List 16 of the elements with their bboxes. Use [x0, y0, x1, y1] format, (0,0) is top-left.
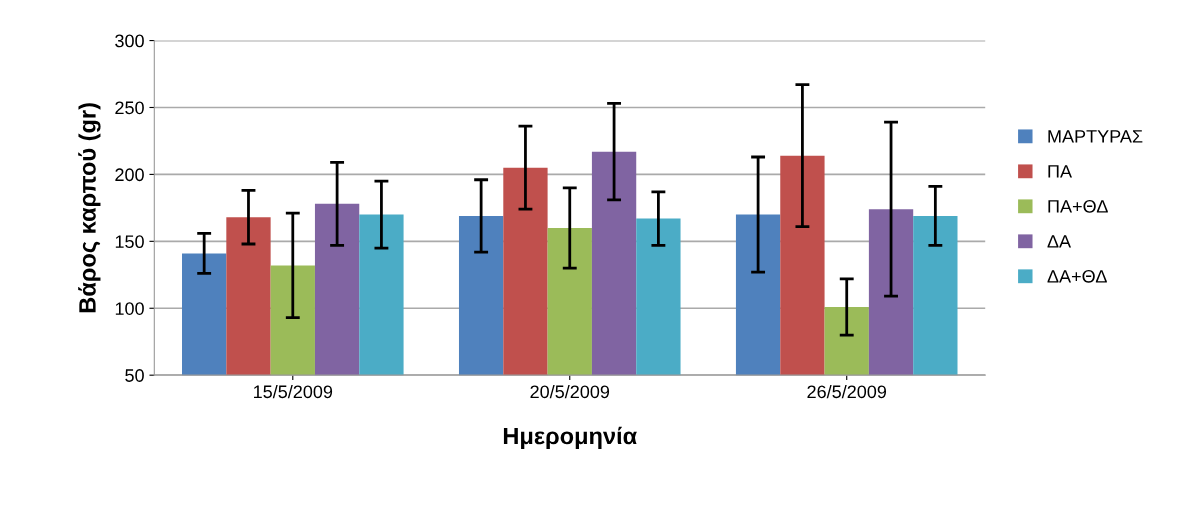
x-axis-title: Ημερομηνία — [503, 426, 637, 450]
legend-label: ΠΑ — [1048, 165, 1073, 178]
legend-label: ΜΑΡΤΥΡΑΣ — [1048, 130, 1143, 143]
x-tick-label: 20/5/2009 — [530, 384, 610, 399]
legend-label: ΔΑ+ΘΔ — [1047, 269, 1107, 283]
legend-label: ΔΑ — [1047, 235, 1072, 248]
legend-label: ΠΑ+ΘΔ — [1048, 199, 1108, 213]
x-tick-label: 26/5/2009 — [807, 384, 887, 399]
y-tick-label: 100 — [115, 302, 144, 315]
y-tick-label: 150 — [115, 235, 144, 249]
x-tick-label: 15/5/2009 — [254, 384, 333, 399]
y-tick-label: 200 — [115, 168, 144, 182]
y-tick-label: 300 — [115, 34, 144, 48]
y-axis-title: Βάρος καρπού (gr) — [78, 103, 101, 313]
y-tick-label: 50 — [125, 369, 144, 382]
y-tick-label: 250 — [115, 101, 144, 115]
